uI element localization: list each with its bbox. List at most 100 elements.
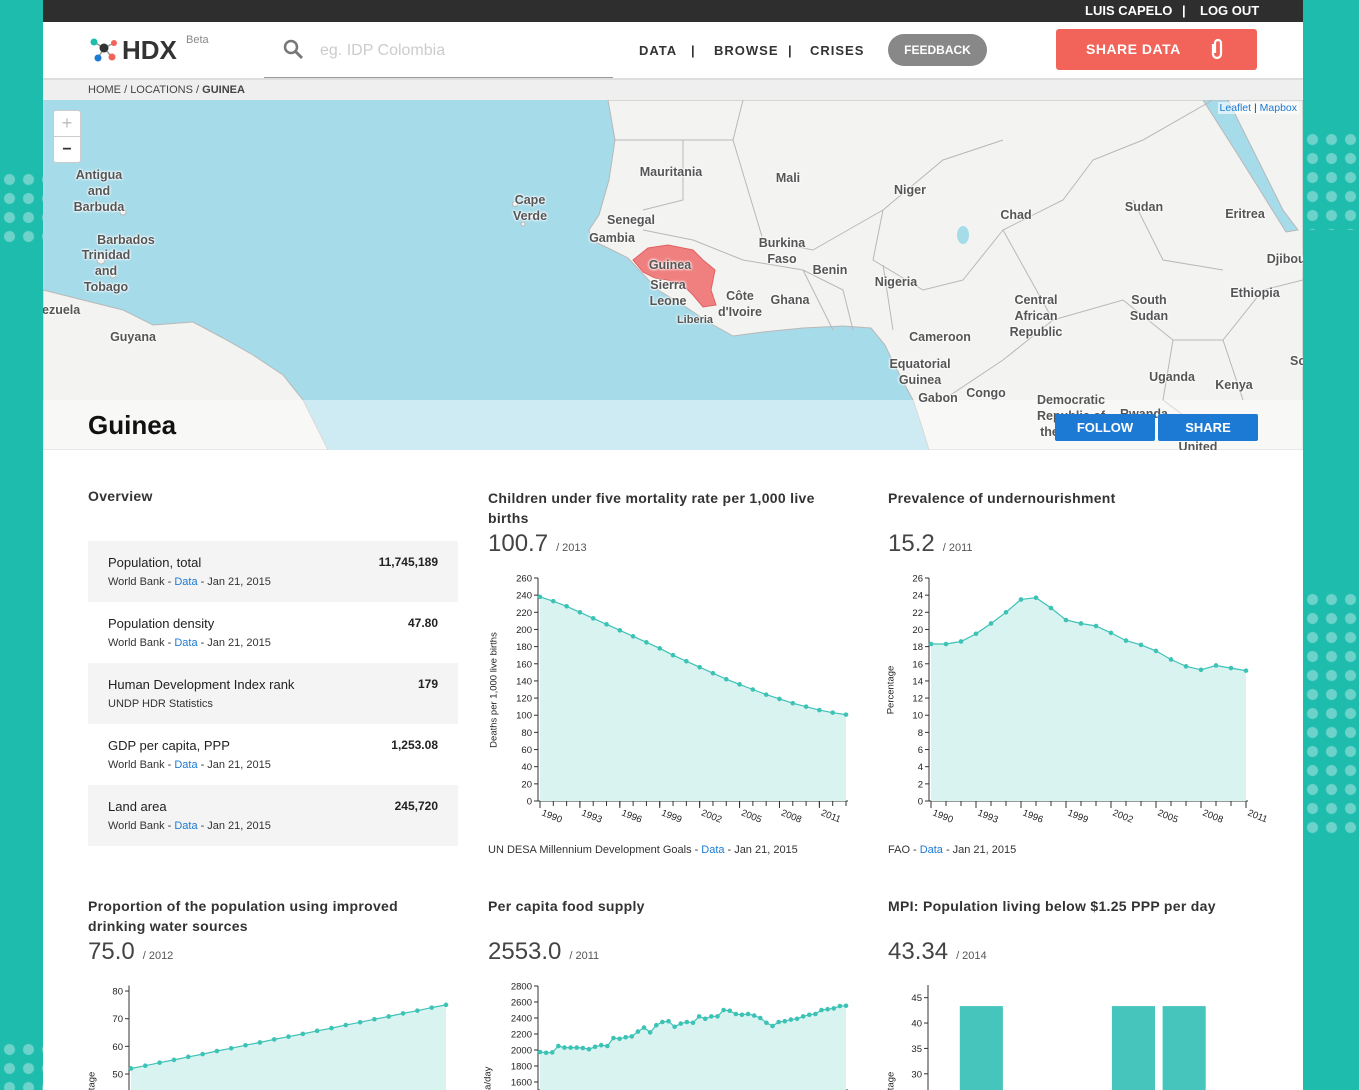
zoom-out[interactable]: − [62, 141, 72, 158]
source-date: Jan 21, 2015 [207, 759, 271, 771]
search-input[interactable]: eg. IDP Colombia [320, 42, 446, 59]
point [300, 1031, 306, 1037]
point [670, 652, 676, 658]
point [672, 1024, 677, 1030]
data-link[interactable]: Data [174, 820, 198, 832]
separator: - [727, 844, 732, 856]
latest-value: 75.0 [88, 938, 135, 965]
point [630, 634, 636, 639]
map-label: Barbados [97, 233, 155, 247]
indicator-value: 47.80 [407, 616, 438, 630]
share-button[interactable]: SHARE [1158, 414, 1258, 441]
search-icon[interactable] [283, 39, 305, 61]
point [343, 1022, 349, 1028]
area [131, 1004, 446, 1090]
data-link[interactable]: Data [174, 759, 198, 771]
latest-period: / 2013 [556, 542, 587, 554]
separator: - [200, 820, 205, 832]
chart-title: MPI: Population living below $1.25 PPP p… [888, 898, 1216, 914]
point [739, 1012, 745, 1018]
separator: - [200, 637, 205, 649]
attribution-link[interactable]: Leaflet [1219, 102, 1252, 114]
area [540, 596, 846, 801]
point [1003, 610, 1009, 615]
decor-dots [1303, 590, 1359, 840]
indicator-source: World Bank - Data - Jan 21, 2015 [108, 576, 271, 588]
point [763, 692, 769, 697]
map[interactable]: Antigua and Barbuda Barbados Trinidad and … [43, 100, 1303, 450]
share-data-button[interactable]: SHARE DATA [1056, 29, 1257, 70]
y-tick-label: 2000 [511, 1046, 532, 1057]
header-border [43, 78, 1303, 80]
chart-latest: 43.34 / 2014 [888, 938, 987, 966]
y-tick-label: 0 [527, 797, 532, 808]
logout-link[interactable]: LOG OUT [1200, 3, 1260, 18]
x-tick-label: 1993 [976, 808, 1000, 826]
map-label: Burkina Faso [758, 236, 806, 266]
point [1018, 597, 1024, 602]
logo[interactable]: HDX [122, 35, 177, 65]
data-link[interactable]: Data [174, 576, 198, 588]
y-tick-label: 24 [912, 591, 923, 602]
point [556, 1043, 561, 1049]
x-tick-label: 1990 [540, 808, 564, 826]
x-tick-label: 2002 [700, 808, 724, 826]
x-tick-label: 1993 [580, 808, 604, 826]
map-label: Senegal [607, 213, 655, 227]
y-tick-label: 2600 [511, 998, 532, 1009]
data-link[interactable]: Data [174, 637, 198, 649]
map-label: Congo [966, 386, 1006, 400]
source-name: UN DESA Millennium Development Goals [488, 844, 692, 856]
separator: - [694, 844, 699, 856]
source-date: Jan 21, 2015 [207, 576, 271, 588]
y-tick-label: 220 [516, 608, 532, 619]
point [200, 1051, 205, 1057]
map-label: Venezuela [43, 303, 81, 317]
follow-button[interactable]: FOLLOW [1055, 414, 1155, 441]
y-tick-label: 20 [521, 779, 532, 790]
point [329, 1025, 334, 1031]
point [641, 1025, 647, 1030]
y-tick-label: 2800 [511, 982, 532, 993]
point [537, 1049, 543, 1055]
decor-dots [1303, 130, 1359, 230]
x-tick-label: 2005 [1156, 808, 1180, 826]
y-tick-label: 1800 [511, 1062, 532, 1073]
separator: - [200, 759, 205, 771]
point [751, 1013, 757, 1018]
y-tick-label: 35 [911, 1044, 922, 1055]
breadcrumb-current: GUINEA [202, 84, 245, 96]
attribution-link[interactable]: Mapbox [1259, 102, 1297, 114]
y-tick-label: 14 [912, 676, 923, 687]
zoom-in[interactable]: + [54, 111, 80, 137]
y-tick-label: 260 [516, 574, 532, 585]
feedback-button[interactable]: FEEDBACK [888, 34, 987, 66]
y-axis-label: kcal/capita/day [483, 1066, 494, 1090]
data-link[interactable]: Data [919, 844, 943, 856]
nav-link[interactable]: BROWSE [714, 43, 779, 58]
chart-latest: 75.0 / 2012 [88, 938, 173, 966]
data-link[interactable]: Data [701, 844, 725, 856]
breadcrumb-link[interactable]: LOCATIONS [130, 84, 193, 96]
map-label: Sudan [1124, 200, 1164, 214]
y-tick-label: 0 [918, 797, 923, 808]
button-label: SHARE DATA [1086, 41, 1181, 57]
point [819, 1007, 824, 1013]
user-name[interactable]: LUIS CAPELO [1085, 3, 1173, 18]
line [539, 596, 847, 716]
point [185, 1054, 191, 1060]
y-tick-label: 80 [112, 987, 123, 998]
y-tick-label: 22 [912, 608, 923, 619]
separator: | [788, 43, 793, 58]
breadcrumb-link[interactable]: HOME [88, 84, 121, 96]
nav-link[interactable]: CRISES [810, 43, 865, 58]
point [157, 1060, 162, 1065]
nav-link[interactable]: DATA [639, 43, 678, 58]
point [958, 639, 964, 644]
source-name: World Bank [108, 637, 165, 649]
point [973, 631, 979, 637]
point [696, 1014, 702, 1019]
point [647, 1030, 653, 1035]
breadcrumb-separator: / [124, 84, 128, 96]
map-label: Mali [775, 171, 801, 185]
